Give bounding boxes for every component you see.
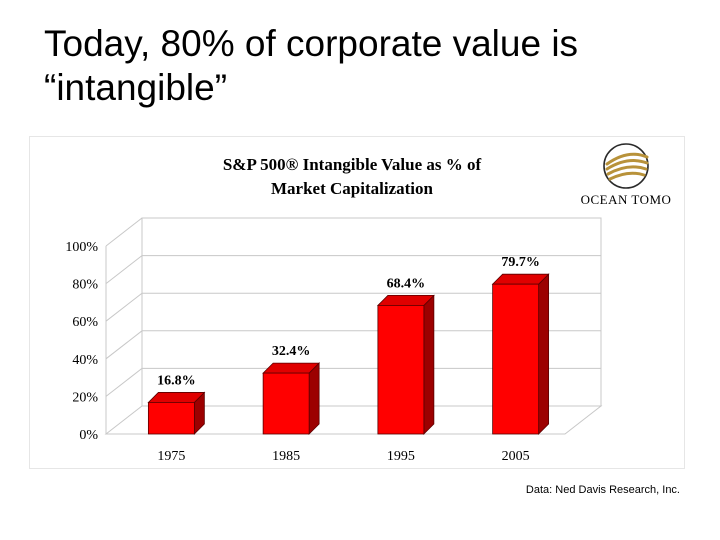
gridline: [105, 367, 601, 397]
bar: [492, 283, 540, 435]
bar-2005: [491, 273, 550, 435]
slide-title: Today, 80% of corporate value is “intang…: [44, 22, 684, 110]
y-tick-label: 100%: [65, 240, 98, 255]
x-tick-label: 2005: [502, 449, 530, 464]
y-tick-label: 80%: [72, 278, 98, 293]
logo-wave: [605, 159, 649, 171]
gridline: [105, 255, 601, 284]
ocean-tomo-logo: OCEAN TOMO: [581, 143, 672, 207]
x-axis-ticks: 1975 1985 1995 2005: [157, 449, 529, 464]
bar-top: [262, 362, 321, 374]
bar-chart: 0% 20% 40% 60% 80% 100% 1975 1985 1995 2005 16.8…: [65, 143, 672, 464]
y-tick-label: 20%: [72, 390, 98, 405]
y-axis-ticks: 0% 20% 40% 60% 80% 100%: [65, 240, 98, 443]
x-tick-label: 1995: [387, 449, 415, 464]
chart-title-line-2: Market Capitalization: [271, 179, 433, 198]
logo-wave: [605, 152, 649, 166]
data-labels: 16.8% 32.4% 68.4% 79.7%: [157, 255, 540, 388]
ocean-tomo-logo-icon: [603, 143, 649, 189]
data-source-note: Data: Ned Davis Research, Inc.: [525, 484, 680, 496]
gridline: [105, 217, 601, 247]
logo-wave: [608, 171, 646, 181]
bar-top: [147, 392, 206, 403]
bar-top: [376, 295, 435, 306]
bar: [377, 305, 425, 435]
bars: [147, 273, 550, 435]
data-label: 32.4%: [272, 344, 311, 359]
x-tick-label: 1985: [272, 449, 300, 464]
chart-title-line-1: S&P 500® Intangible Value as % of: [223, 155, 482, 174]
bar: [262, 372, 310, 435]
ocean-tomo-logo-text: OCEAN TOMO: [581, 192, 672, 207]
bar-1985: [262, 362, 321, 435]
bar-side: [423, 294, 435, 435]
y-tick-label: 0%: [79, 428, 98, 443]
logo-wave: [606, 165, 648, 176]
y-tick-label: 60%: [72, 315, 98, 330]
bar: [147, 402, 195, 435]
slide-title-line-2: “intangible”: [44, 67, 228, 108]
bar-top: [491, 273, 550, 285]
gridline: [105, 292, 601, 322]
bar-1975: [147, 391, 206, 435]
bar-side: [308, 362, 320, 435]
y-tick-label: 40%: [72, 353, 98, 368]
gridline: [105, 330, 601, 360]
x-tick-label: 1975: [157, 449, 185, 464]
data-label: 79.7%: [501, 255, 540, 270]
chart-panel: 0% 20% 40% 60% 80% 100% 1975 1985 1995 2005 16.8…: [30, 137, 684, 468]
slide-title-line-1: Today, 80% of corporate value is: [44, 23, 579, 64]
bar-side: [538, 273, 550, 435]
data-label: 68.4%: [387, 276, 426, 291]
bar-1995: [376, 294, 435, 435]
data-label: 16.8%: [157, 373, 196, 388]
